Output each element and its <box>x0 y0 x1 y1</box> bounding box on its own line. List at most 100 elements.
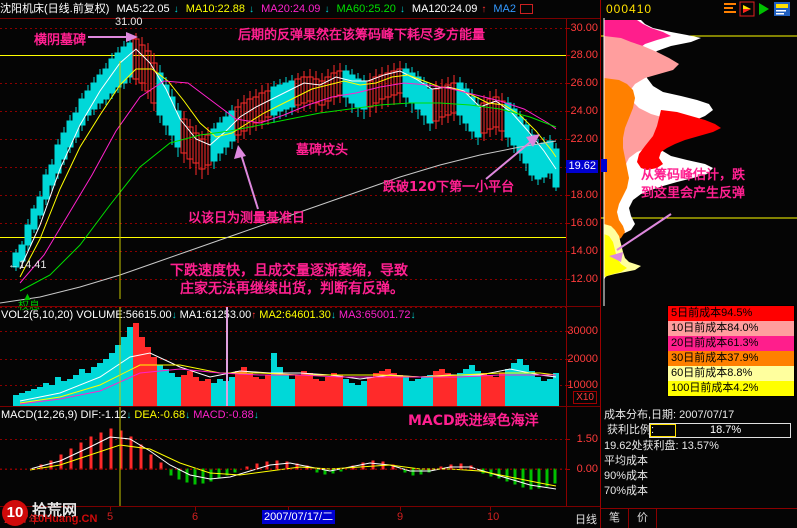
ma10-readout: MA10:22.88 <box>185 3 246 15</box>
volume-pane[interactable]: VOL2(5,10,20) VOLUME:56615.00↓ MA1:61253… <box>0 306 600 407</box>
annotation-macd-green-sea: MACD跌进绿色海洋 <box>408 413 539 429</box>
price-tick: 16.00 <box>570 217 598 229</box>
time-tick: 10 <box>487 511 500 523</box>
volume-value: VOLUME:56615.00 <box>76 309 172 321</box>
volume-bars <box>13 307 559 407</box>
report-window-icon <box>774 2 790 16</box>
volume-tick: 10000 <box>567 379 598 391</box>
logo-title: 拾荒网 <box>32 502 78 519</box>
legend-item-30d: 30日前成本37.9% <box>668 351 794 366</box>
period-mode-label[interactable]: 日线 <box>575 514 597 526</box>
macd-dea: DEA:-0.68 <box>134 409 186 421</box>
chart-header: 沈阳机床(日线.前复权) MA5:22.05 ↓ MA10:22.88 ↓ MA20… <box>0 0 600 18</box>
selected-date-badge: 2007/07/17/二 <box>262 510 336 524</box>
chip-distribution-panel[interactable]: 000410 <box>601 0 797 528</box>
annotation-tombstone-bar: 横阴墓碑 <box>34 33 87 48</box>
chip-tool-row[interactable]: 笔 价 <box>601 508 797 528</box>
volume-indicator-name: VOL2(5,10,20) <box>1 309 74 321</box>
annotation-measure-base-day: 以该日为测量基准日 <box>188 211 306 226</box>
price-tick: 12.00 <box>570 273 598 285</box>
chip-distribution-date: 成本分布,日期: 2007/07/17 <box>604 409 735 421</box>
gridline <box>0 167 566 168</box>
next-arrow-icon <box>759 3 769 15</box>
bar-list-icon <box>724 3 736 13</box>
macd-series <box>0 407 566 507</box>
gridline <box>0 279 566 280</box>
legend-item-10d: 10日前成本84.0% <box>668 321 794 336</box>
profit-ratio-row: 获利比例: 18.7% <box>601 423 797 439</box>
chip-histogram <box>601 18 797 306</box>
ma20-trend-down-icon: ↓ <box>324 4 330 15</box>
legend-item-60d: 60日前成本8.8% <box>668 366 794 381</box>
annotation-rebound-exhaust: 后期的反弹果然在该筹码峰下耗尽多方能量 <box>238 28 486 43</box>
chip-panel-header: 000410 <box>601 0 797 18</box>
current-price-badge: 19.62 <box>566 160 598 173</box>
time-tick: 5 <box>107 511 114 523</box>
gridline <box>0 307 566 308</box>
gridline <box>0 223 566 224</box>
site-logo: 10 拾荒网 10Huang.CN <box>2 500 122 526</box>
profit-at-current-price: 19.62处获利盘: 13.57% <box>604 440 719 452</box>
price-tick: 24.00 <box>570 105 598 117</box>
ma5-readout: MA5:22.05 <box>116 3 170 15</box>
volume-tick: 30000 <box>567 325 598 337</box>
price-tick: 28.00 <box>570 49 598 61</box>
ex-dividend-marker: ▲ <box>22 291 33 303</box>
gridline <box>0 195 566 196</box>
ma5-trend-down-icon: ↓ <box>173 4 179 15</box>
macd-tick: 0.00 <box>576 463 598 475</box>
gridline <box>0 28 566 29</box>
ma2-color-swatch-icon[interactable] <box>520 4 534 15</box>
cost-90-row: 90%成本 <box>604 470 649 482</box>
macd-pane[interactable]: MACD(12,26,9) DIF:-1.12↓ DEA:-0.68↓ MACD… <box>0 406 600 507</box>
annotation-grave-mound: 墓碑坟头 <box>296 143 349 158</box>
macd-tick: 1.50 <box>576 433 598 445</box>
profit-ratio-label: 获利比例: <box>607 424 655 436</box>
price-tick: 22.00 <box>570 133 598 145</box>
macd-header: MACD(12,26,9) DIF:-1.12↓ DEA:-0.68↓ MACD… <box>1 409 259 421</box>
reference-line-upper <box>0 55 566 56</box>
volume-scale-badge: X10 <box>573 391 597 404</box>
legend-item-100d: 100日前成本4.2% <box>668 381 794 396</box>
volume-ma3: MA3:65001.72 <box>338 309 411 321</box>
ma120-trend-up-icon: ↑ <box>481 4 487 15</box>
ma60-readout: MA60:25.20 <box>336 3 396 15</box>
stock-code: 000410 <box>606 2 653 16</box>
instrument-title: 沈阳机床(日线.前复权) <box>0 3 110 15</box>
gridline <box>0 251 566 252</box>
ma10-trend-down-icon: ↓ <box>249 4 255 15</box>
legend-item-5d: 5日前成本94.5% <box>668 306 794 321</box>
chip-cost-legend: 5日前成本94.5% 10日前成本84.0% 20日前成本61.3% 30日前成… <box>667 305 795 397</box>
panel-divider <box>600 0 601 528</box>
toolbar-icons[interactable] <box>724 1 794 17</box>
macd-dif: DIF:-1.12 <box>80 409 127 421</box>
profit-ratio-bar: 18.7% <box>649 423 791 438</box>
volume-ma1: MA1:61253.00 <box>179 309 252 321</box>
play-button-icon <box>739 1 755 17</box>
annotation-decline-line2: 庄家无法再继续出货，判断有反弹。 <box>180 281 404 297</box>
ma60-trend-down-icon: ↓ <box>399 4 405 15</box>
average-cost-row: 平均成本 <box>604 455 648 467</box>
volume-ma2: MA2:64601.30 <box>259 309 331 321</box>
tool-price[interactable]: 价 <box>629 509 657 528</box>
legend-item-20d: 20日前成本61.3% <box>668 336 794 351</box>
gridline <box>0 139 566 140</box>
period-high-label: 31.00 <box>115 16 143 28</box>
volume-tick: 20000 <box>567 353 598 365</box>
annotation-chip-peak-line2: 到这里会产生反弹 <box>641 186 746 201</box>
annotation-decline-line1: 下跌速度快，且成交量逐渐萎缩，导致 <box>170 263 408 279</box>
time-tick: 9 <box>397 511 404 523</box>
chip-info-block: 成本分布,日期: 2007/07/17 获利比例: 18.7% 19.62处获利… <box>601 408 797 528</box>
price-tick: 14.00 <box>570 245 598 257</box>
profit-ratio-value: 18.7% <box>710 424 742 436</box>
macd-indicator-name: MACD(12,26,9) <box>1 409 78 421</box>
annotation-break-ma120: 跌破120下第一小平台 <box>383 180 515 195</box>
logo-badge: 10 <box>2 500 28 526</box>
annotation-chip-peak-line1: 从筹码峰估计，跌 <box>641 168 746 183</box>
price-tick: 30.00 <box>570 22 598 34</box>
cost-70-row: 70%成本 <box>604 485 649 497</box>
price-tick: 18.00 <box>570 189 598 201</box>
tool-pen[interactable]: 笔 <box>601 509 629 528</box>
price-pane[interactable]: 30.00 28.00 26.00 24.00 22.00 19.62 18.0… <box>0 16 600 312</box>
